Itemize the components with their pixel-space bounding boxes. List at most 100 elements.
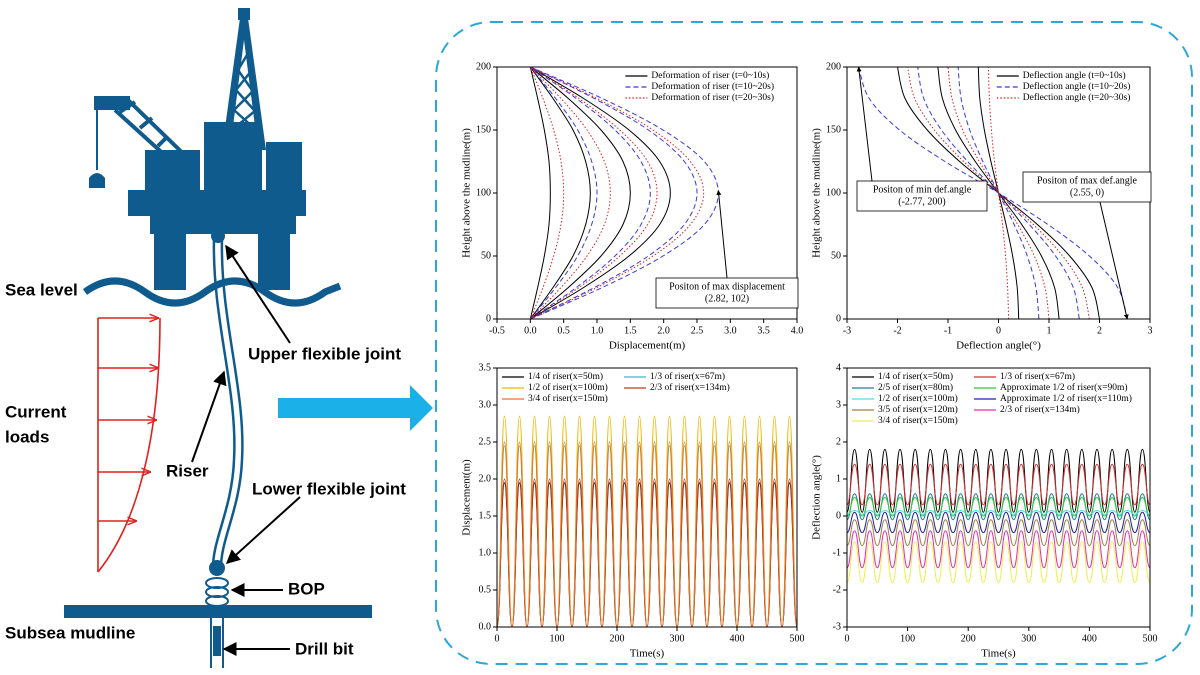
x-tick-label: 1.0 [591, 325, 604, 336]
profile-line [529, 67, 565, 319]
plot-frame [496, 367, 798, 628]
y-tick-label: 1 [836, 473, 841, 484]
x-tick-label: 0.5 [557, 325, 570, 336]
annotation-arrow [856, 66, 873, 182]
label: Subsea mudline [5, 623, 135, 642]
upper-joint [211, 229, 225, 243]
legend-label: Deformation of riser (t=0~10s) [651, 70, 769, 81]
legend-box [622, 70, 795, 105]
current-profile [97, 318, 161, 573]
legend-label: Deflection angle (t=10~20s) [1023, 81, 1131, 92]
y-tick-label: 150 [826, 124, 841, 135]
annotation-text: Positon of min def.angle [873, 184, 972, 195]
x-tick-label: 3.0 [724, 325, 737, 336]
rig [89, 8, 306, 290]
annotation-box [1022, 171, 1152, 203]
time-line [497, 482, 797, 627]
y-tick-label: 50 [481, 250, 491, 261]
annotation-arrow [1099, 201, 1129, 320]
time-line [847, 463, 1150, 506]
time-line [847, 511, 1150, 534]
legend-label: 1/2 of riser(x=100m) [878, 393, 958, 404]
annotation-box [655, 277, 799, 309]
time-line [847, 519, 1150, 547]
profile-line [530, 67, 698, 319]
x-tick-label: 0.0 [524, 325, 537, 336]
label: Drill bit [295, 639, 354, 658]
annotation-text: (2.55, 0) [1070, 187, 1104, 198]
label: Upper flexible joint [248, 344, 401, 363]
y-tick-label: 200 [826, 61, 841, 72]
y-tick-label: 2 [836, 436, 841, 447]
y-tick-label: 1.5 [479, 510, 492, 521]
y-axis-label: Height above the mudline(m) [461, 128, 473, 258]
label: BOP [288, 579, 325, 598]
y-axis-label: Deflection angle(°) [811, 455, 823, 540]
pointers [191, 244, 301, 656]
x-tick-label: 2 [1097, 325, 1102, 336]
legend-label: 1/2 of riser(x=100m) [528, 382, 608, 393]
profile-line [529, 67, 611, 319]
label: Lower flexible joint [252, 479, 406, 498]
x-tick-label: 2.5 [691, 325, 704, 336]
x-tick-label: 1 [1047, 325, 1052, 336]
x-tick-label: 400 [1082, 633, 1097, 644]
x-tick-label: 500 [790, 633, 805, 644]
lower-joint [209, 560, 225, 576]
time-line [847, 509, 1150, 515]
legend-label: 3/4 of riser(x=150m) [878, 415, 958, 426]
legend-label: 2/5 of riser(x=80m) [878, 382, 953, 393]
flow-arrow [278, 385, 433, 431]
y-tick-label: 3 [836, 399, 841, 410]
x-tick-label: 1.5 [624, 325, 637, 336]
y-tick-label: -1 [833, 547, 841, 558]
legend-label: Approximate 1/2 of riser(x=110m) [1000, 393, 1132, 404]
legend-label: Deflection angle (t=0~10s) [1023, 70, 1126, 81]
x-axis-label: Deflection angle(°) [956, 340, 1041, 352]
x-tick-label: 0 [996, 325, 1001, 336]
y-tick-label: 0 [836, 313, 841, 324]
x-tick-label: -0.5 [489, 325, 505, 336]
x-tick-label: 200 [961, 633, 976, 644]
y-tick-label: 0.5 [479, 584, 492, 595]
legend-label: 1/3 of riser(x=67m) [650, 371, 725, 382]
legend-label: 3/4 of riser(x=150m) [528, 393, 608, 404]
time-line [497, 445, 797, 627]
legend-label: 1/3 of riser(x=67m) [1000, 371, 1075, 382]
y-axis-label: Height above the mudline(m) [811, 128, 823, 258]
annotation-box [856, 180, 988, 212]
x-tick-label: 300 [1021, 633, 1036, 644]
y-axis-label: Displacement(m) [461, 459, 473, 536]
profile-line [530, 67, 631, 319]
annotation-text: (-2.77, 200) [898, 196, 946, 207]
x-tick-label: 3.5 [757, 325, 770, 336]
riser-wall [211, 237, 236, 571]
legend-label: Deflection angle (t=20~30s) [1023, 92, 1131, 103]
annotation-text: (2.82, 102) [705, 293, 749, 304]
time-line [847, 448, 1150, 513]
y-tick-label: 150 [476, 124, 491, 135]
time-line [847, 493, 1150, 521]
annotation-arrow [716, 189, 728, 279]
panel-frame [435, 21, 1193, 665]
y-tick-label: 100 [826, 187, 841, 198]
legend-box [499, 371, 743, 406]
x-tick-label: 300 [670, 633, 685, 644]
legend-box [993, 70, 1148, 105]
label: Riser [166, 461, 209, 480]
y-tick-label: 50 [831, 250, 841, 261]
time-line [497, 441, 797, 627]
time-line [497, 415, 797, 627]
y-tick-label: 1.0 [479, 547, 492, 558]
legend-label: 3/5 of riser(x=120m) [878, 404, 958, 415]
label: Current [5, 402, 67, 421]
mudline [64, 605, 372, 618]
x-tick-label: 100 [900, 633, 915, 644]
x-tick-label: 100 [550, 633, 565, 644]
legend-label: 2/3 of riser(x=134m) [1000, 404, 1080, 415]
waves [82, 277, 342, 307]
y-tick-label: 3.0 [479, 399, 492, 410]
x-tick-label: -3 [843, 325, 851, 336]
time-line [847, 530, 1150, 569]
x-tick-label: 4.0 [791, 325, 804, 336]
